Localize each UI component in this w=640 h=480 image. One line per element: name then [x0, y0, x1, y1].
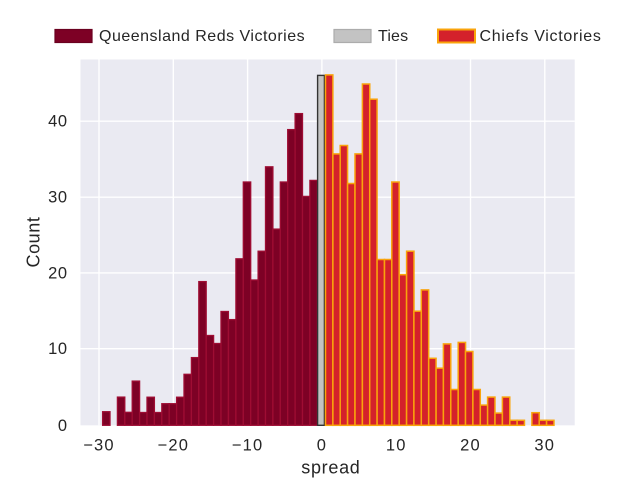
- svg-text:Chiefs Victories: Chiefs Victories: [480, 28, 602, 45]
- svg-text:10: 10: [48, 340, 67, 358]
- svg-text:20: 20: [460, 437, 481, 455]
- svg-text:spread: spread: [301, 458, 360, 478]
- svg-text:−30: −30: [83, 437, 115, 455]
- svg-text:Count: Count: [24, 216, 44, 267]
- svg-text:0: 0: [58, 417, 68, 435]
- svg-text:−10: −10: [232, 437, 264, 455]
- svg-text:30: 30: [534, 437, 555, 455]
- svg-text:−20: −20: [158, 437, 190, 455]
- svg-text:30: 30: [48, 189, 67, 207]
- svg-text:10: 10: [386, 437, 407, 455]
- svg-text:40: 40: [48, 113, 67, 131]
- svg-text:0: 0: [317, 437, 327, 455]
- svg-text:Queensland Reds Victories: Queensland Reds Victories: [99, 28, 305, 45]
- svg-text:Ties: Ties: [378, 28, 408, 45]
- svg-text:20: 20: [48, 264, 67, 282]
